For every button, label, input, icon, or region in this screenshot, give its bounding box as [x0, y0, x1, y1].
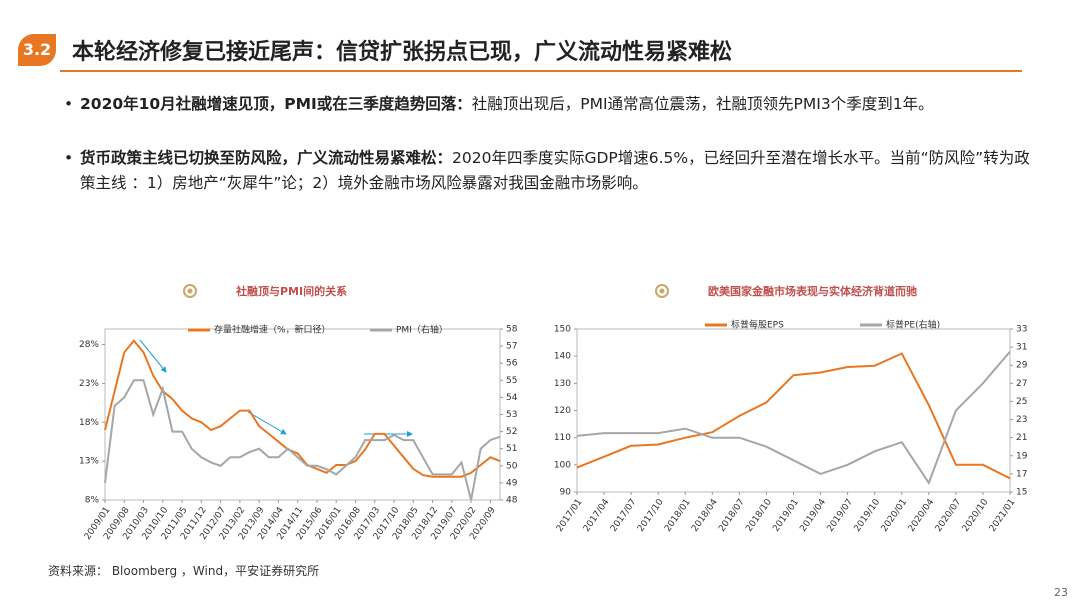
y-tick-label: 28% [79, 340, 99, 350]
x-tick-label: 2018/04 [690, 497, 720, 534]
bullet: 2020年10月社融增速见顶，PMI或在三季度趋势回落：社融顶出现后，PMI通常… [62, 92, 1030, 117]
x-tick-label: 2018/07 [717, 497, 747, 533]
x-tick-label: 2020/01 [880, 497, 910, 533]
x-tick-label: 2017/07 [609, 497, 639, 533]
y2-tick-label: 21 [1016, 433, 1027, 443]
series-line [576, 352, 1011, 480]
title-icon [187, 288, 193, 294]
y-tick-label: 23% [79, 379, 99, 389]
legend-label: PMI（右轴） [396, 324, 448, 336]
y2-tick-label: 51 [506, 444, 517, 454]
page-number: 23 [1054, 586, 1068, 599]
x-tick-label: 2018/10 [744, 497, 774, 534]
y-tick-label: 13% [79, 457, 99, 467]
chart-title: 欧美国家金融市场表现与实体经济背道而驰 [708, 284, 917, 298]
y-tick-label: 110 [554, 433, 571, 443]
y-tick-label: 130 [554, 379, 571, 389]
bullet-lead: 货币政策主线已切换至防风险，广义流动性易紧难松： [80, 149, 453, 167]
bullet: 货币政策主线已切换至防风险，广义流动性易紧难松：2020年四季度实际GDP增速6… [62, 146, 1030, 196]
x-tick-label: 2017/04 [582, 497, 612, 534]
x-tick-label: 2018/01 [663, 497, 693, 533]
y2-tick-label: 15 [1016, 488, 1027, 498]
y2-tick-label: 19 [1016, 451, 1028, 461]
bullet-body: 社融顶出现后，PMI通常高位震荡，社融顶领先PMI3个季度到1年。 [471, 95, 934, 113]
series-line [576, 350, 1011, 486]
section-badge: 3.2 [18, 34, 56, 66]
y2-tick-label: 17 [1016, 469, 1027, 479]
title-icon [655, 284, 669, 298]
legend-label: 标普PE(右轴) [886, 319, 940, 331]
x-tick-label: 2019/04 [798, 497, 828, 534]
y2-tick-label: 25 [1016, 397, 1027, 407]
y2-tick-label: 55 [506, 376, 517, 386]
trend-arrows [139, 339, 413, 437]
y2-tick-label: 29 [1016, 361, 1028, 371]
y2-tick-label: 33 [1016, 325, 1027, 335]
y2-tick-label: 48 [506, 496, 518, 506]
y2-tick-label: 31 [1016, 343, 1027, 353]
y-tick-label: 100 [554, 460, 571, 470]
x-tick-label: 2020/04 [907, 497, 937, 534]
y2-tick-label: 54 [506, 393, 518, 403]
y2-tick-label: 27 [1016, 379, 1027, 389]
x-tick-label: 2017/10 [636, 497, 666, 534]
source: 资料来源： Bloomberg ，Wind，平安证券研究所 [48, 564, 320, 578]
bullet-lead: 2020年10月社融增速见顶，PMI或在三季度趋势回落： [80, 95, 472, 113]
title-rule [60, 70, 1022, 72]
x-tick-label: 2020/07 [934, 497, 964, 533]
y2-tick-label: 50 [506, 461, 518, 471]
x-tick-label: 2019/01 [771, 497, 801, 533]
y2-tick-label: 53 [506, 410, 517, 420]
x-tick-label: 2019/07 [825, 497, 855, 533]
bullet-body: 2020年四季度实际GDP增速6.5%，已经回升至潜在增长水平。当前“防风险”转… [80, 149, 1030, 192]
slide-title: 本轮经济修复已接近尾声：信贷扩张拐点已现，广义流动性易紧难松 [72, 40, 733, 65]
x-tick-label: 2021/01 [988, 497, 1018, 533]
y-tick-label: 150 [554, 325, 571, 335]
legend-label: 标普每股EPS [731, 319, 784, 331]
y2-tick-label: 49 [506, 478, 518, 488]
y2-tick-label: 58 [506, 325, 518, 335]
y-tick-label: 8% [85, 496, 100, 506]
y-tick-label: 90 [560, 488, 572, 498]
x-tick-label: 2020/10 [961, 497, 991, 534]
title-icon [659, 288, 665, 294]
legend-label: 存量社融增速（%，新口径） [214, 324, 331, 336]
y2-tick-label: 56 [506, 359, 518, 369]
x-tick-label: 2019/10 [853, 497, 883, 534]
title-icon [183, 284, 197, 298]
chart-title: 社融顶与PMI间的关系 [235, 284, 347, 298]
plot-frame [576, 328, 1011, 493]
y-tick-label: 18% [79, 418, 99, 428]
y-tick-label: 140 [554, 352, 571, 362]
x-tick-label: 2017/01 [555, 497, 585, 533]
y2-tick-label: 23 [1016, 415, 1027, 425]
series-line [104, 339, 501, 478]
y2-tick-label: 57 [506, 342, 517, 352]
series-line [104, 379, 501, 501]
y-tick-label: 120 [554, 406, 571, 416]
y2-tick-label: 52 [506, 427, 517, 437]
